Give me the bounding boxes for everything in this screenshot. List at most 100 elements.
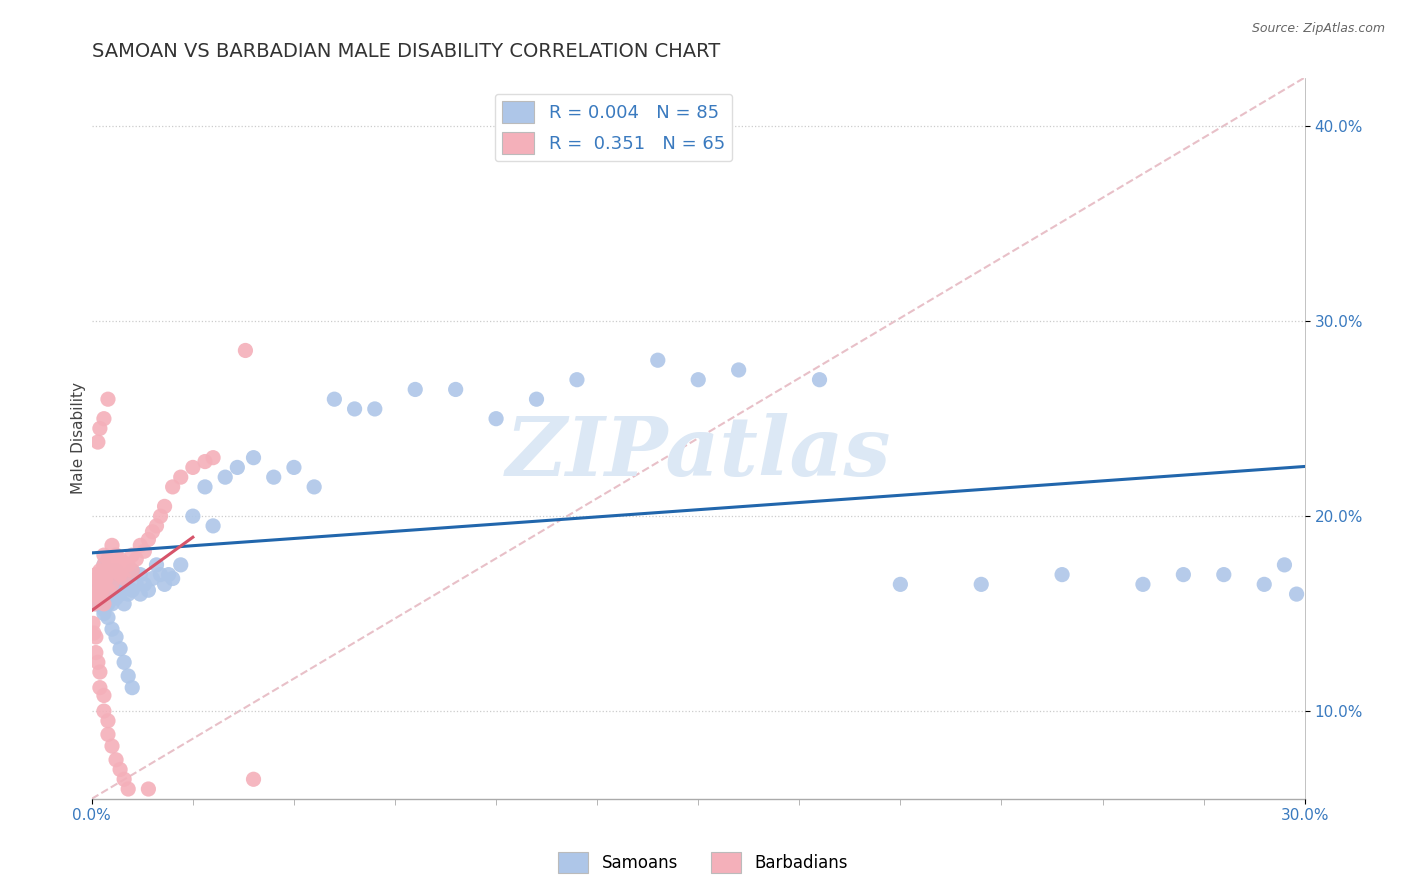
Point [105, 564, 128, 578]
Point [226, 460, 249, 475]
Point [105, 753, 128, 767]
Point [89, 421, 111, 435]
Text: SAMOAN VS BARBADIAN MALE DISABILITY CORRELATION CHART: SAMOAN VS BARBADIAN MALE DISABILITY CORR… [91, 42, 720, 61]
Point [89, 564, 111, 578]
Point [108, 587, 131, 601]
Point [970, 577, 993, 591]
Point [97, 727, 120, 741]
Point [242, 772, 264, 787]
Point [117, 669, 139, 683]
Point [105, 577, 128, 591]
Point [93, 558, 115, 572]
Point [141, 572, 163, 586]
Point [141, 524, 163, 539]
Point [1285, 587, 1308, 601]
Point [181, 460, 204, 475]
Point [112, 772, 135, 787]
Point [87, 583, 110, 598]
Point [1132, 577, 1154, 591]
Point [87, 572, 110, 586]
Point [97, 564, 120, 578]
Point [97, 583, 120, 598]
Point [129, 567, 152, 582]
Point [101, 577, 124, 591]
Point [82, 616, 104, 631]
Point [162, 480, 184, 494]
Point [108, 552, 131, 566]
Point [84, 646, 107, 660]
Point [138, 583, 160, 598]
Legend: Samoans, Barbadians: Samoans, Barbadians [551, 846, 855, 880]
Point [125, 552, 148, 566]
Point [84, 577, 107, 591]
Point [83, 587, 105, 601]
Point [89, 577, 111, 591]
Point [84, 597, 107, 611]
Point [108, 572, 131, 586]
Point [93, 607, 115, 621]
Point [1212, 567, 1234, 582]
Legend: R = 0.004   N = 85, R =  0.351   N = 65: R = 0.004 N = 85, R = 0.351 N = 65 [495, 94, 733, 161]
Point [134, 577, 156, 591]
Point [97, 583, 120, 598]
Point [105, 564, 128, 578]
Point [93, 587, 115, 601]
Point [121, 548, 143, 562]
Point [343, 401, 366, 416]
Point [1173, 567, 1195, 582]
Point [101, 739, 124, 753]
Point [485, 411, 508, 425]
Point [263, 470, 285, 484]
Text: ZIPatlas: ZIPatlas [506, 413, 891, 492]
Point [93, 704, 115, 718]
Point [170, 558, 193, 572]
Point [242, 450, 264, 465]
Point [90, 583, 112, 598]
Point [108, 763, 131, 777]
Point [101, 597, 124, 611]
Point [138, 782, 160, 797]
Point [93, 603, 115, 617]
Point [112, 572, 135, 586]
Point [97, 597, 120, 611]
Point [105, 591, 128, 605]
Point [112, 577, 135, 591]
Point [153, 577, 176, 591]
Point [404, 383, 426, 397]
Point [93, 689, 115, 703]
Point [101, 622, 124, 636]
Point [89, 597, 111, 611]
Point [89, 581, 111, 595]
Point [889, 577, 911, 591]
Point [87, 587, 110, 601]
Point [83, 626, 105, 640]
Point [149, 509, 172, 524]
Point [93, 411, 115, 425]
Point [112, 656, 135, 670]
Point [153, 500, 176, 514]
Point [117, 558, 139, 572]
Point [93, 548, 115, 562]
Point [121, 681, 143, 695]
Point [117, 587, 139, 601]
Point [302, 480, 325, 494]
Point [93, 572, 115, 586]
Point [134, 544, 156, 558]
Point [1274, 558, 1296, 572]
Point [323, 392, 346, 407]
Point [84, 591, 107, 605]
Point [145, 519, 167, 533]
Point [90, 567, 112, 582]
Point [688, 373, 710, 387]
Point [84, 630, 107, 644]
Point [129, 538, 152, 552]
Point [105, 630, 128, 644]
Point [87, 587, 110, 601]
Point [1253, 577, 1275, 591]
Point [647, 353, 669, 368]
Point [108, 567, 131, 582]
Point [93, 577, 115, 591]
Point [145, 558, 167, 572]
Point [101, 538, 124, 552]
Point [83, 597, 105, 611]
